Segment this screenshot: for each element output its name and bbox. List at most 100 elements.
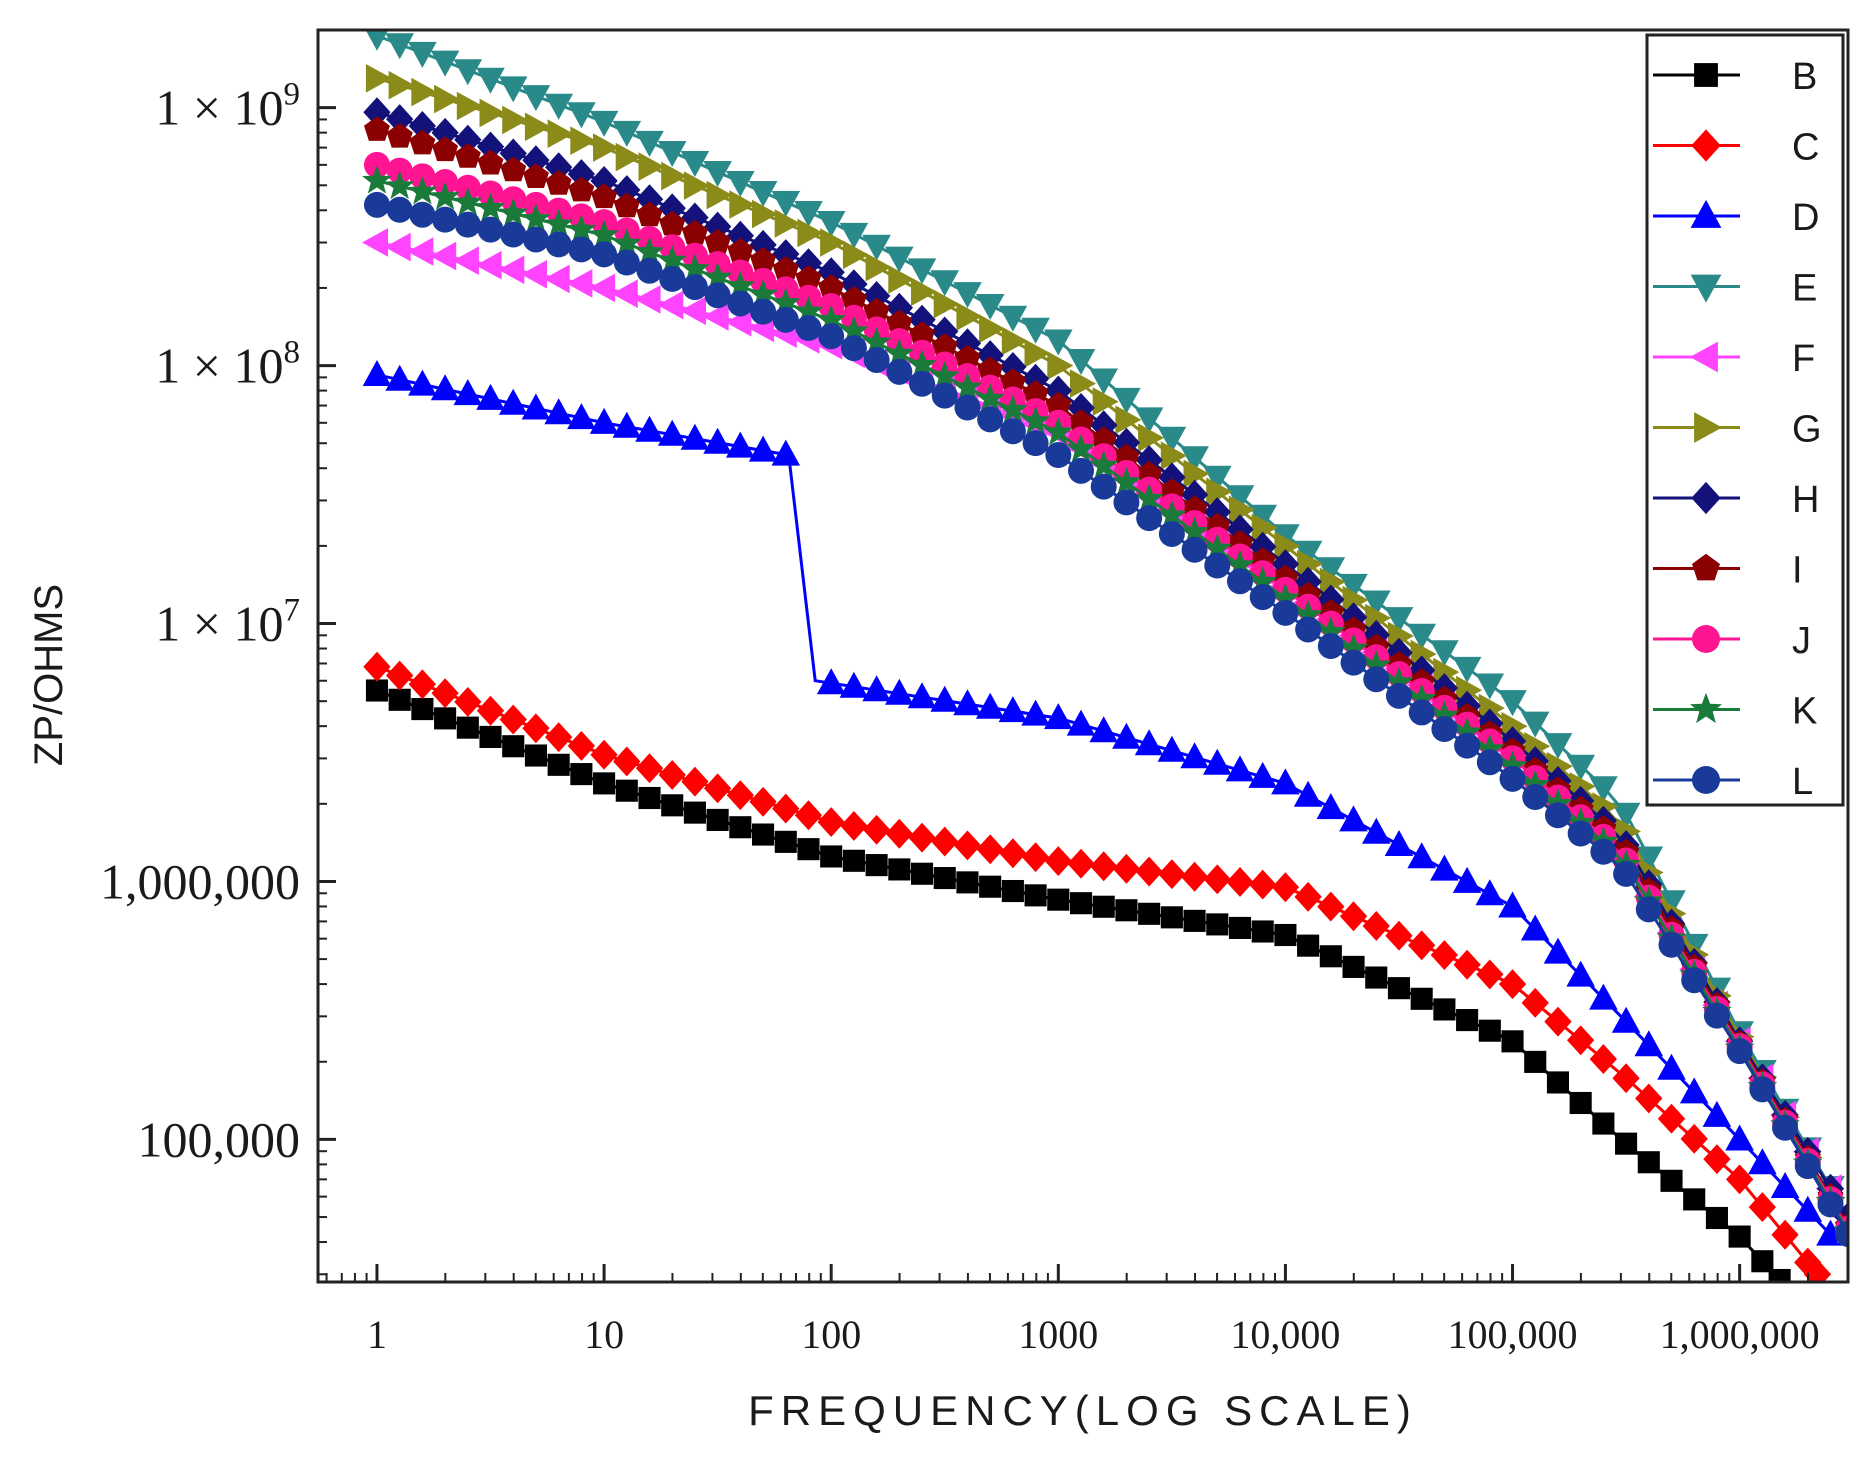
data-point — [593, 133, 619, 162]
data-point — [1338, 633, 1369, 662]
data-point — [862, 675, 891, 702]
data-point — [567, 403, 596, 430]
data-point — [975, 692, 1005, 719]
data-point — [1070, 369, 1096, 398]
data-point — [1452, 717, 1482, 746]
data-point — [818, 274, 845, 299]
series-E — [365, 30, 1848, 1232]
data-point — [1089, 716, 1118, 743]
data-point — [1248, 504, 1277, 531]
data-point — [1228, 916, 1252, 939]
x-axis-title: FREQUENCY(LOG SCALE) — [748, 1387, 1418, 1434]
data-point — [453, 187, 483, 216]
data-point — [657, 419, 687, 446]
data-point — [475, 192, 506, 221]
data-point — [635, 130, 664, 157]
data-point — [523, 163, 549, 188]
data-point — [568, 176, 595, 202]
data-point — [1247, 566, 1278, 595]
data-point — [681, 219, 708, 245]
data-point — [522, 713, 550, 744]
data-point — [524, 112, 551, 142]
data-point — [1384, 830, 1414, 856]
data-point — [612, 228, 642, 257]
data-point — [977, 406, 1004, 433]
data-point — [657, 245, 687, 274]
legend-item-G: G — [1653, 409, 1822, 451]
data-point — [364, 116, 390, 141]
data-point — [1683, 1188, 1706, 1211]
data-point — [635, 753, 664, 784]
data-point — [524, 744, 547, 767]
data-point — [1705, 1206, 1728, 1230]
data-point — [748, 279, 778, 308]
data-point — [1271, 768, 1300, 795]
data-point — [1726, 1038, 1753, 1065]
data-point — [1134, 407, 1164, 434]
data-point — [999, 418, 1026, 445]
data-point — [476, 131, 505, 162]
data-point — [911, 277, 937, 306]
legend-marker — [1691, 481, 1721, 515]
data-point — [411, 698, 434, 721]
data-point — [885, 818, 913, 849]
data-point — [1498, 690, 1527, 717]
legend-marker — [1694, 412, 1723, 443]
data-point — [772, 306, 799, 333]
data-point — [1249, 869, 1277, 900]
data-point — [407, 176, 438, 205]
data-point — [1204, 552, 1231, 579]
data-point — [545, 722, 573, 753]
data-point — [1362, 590, 1391, 617]
data-point — [772, 793, 800, 824]
legend-label: H — [1792, 479, 1819, 521]
data-point — [863, 346, 890, 373]
data-point — [1316, 793, 1346, 820]
data-point — [1047, 351, 1074, 380]
data-point — [613, 746, 641, 777]
data-point — [749, 786, 777, 817]
data-point — [998, 305, 1028, 332]
data-point — [386, 122, 413, 148]
data-point — [1498, 969, 1527, 1000]
series-D — [362, 360, 1845, 1246]
data-point — [748, 181, 778, 207]
data-point — [1771, 1219, 1799, 1250]
data-point — [1543, 733, 1573, 760]
data-point — [704, 773, 732, 804]
data-point — [1566, 960, 1595, 987]
data-point — [407, 237, 434, 266]
legend-item-I: I — [1653, 550, 1803, 592]
data-point — [1157, 499, 1187, 529]
data-point — [1342, 585, 1369, 615]
data-point — [498, 197, 529, 227]
data-point — [1180, 742, 1209, 769]
data-point — [1657, 1053, 1686, 1080]
legend-item-H: H — [1653, 479, 1819, 521]
data-point — [1021, 842, 1050, 873]
data-point — [363, 151, 390, 178]
data-point — [1115, 405, 1142, 434]
x-tick-label: 10,000 — [1230, 1312, 1340, 1357]
data-point — [842, 240, 869, 270]
data-point — [661, 794, 684, 817]
data-point — [1385, 682, 1412, 709]
data-point — [818, 323, 845, 350]
data-point — [1476, 749, 1503, 776]
data-point — [452, 246, 479, 275]
x-tick-label: 1,000,000 — [1660, 1312, 1820, 1357]
data-point — [1202, 533, 1233, 562]
data-point — [954, 344, 981, 370]
data-point — [454, 211, 481, 238]
data-point — [661, 161, 688, 191]
data-point — [1544, 802, 1571, 829]
data-point — [817, 807, 845, 837]
data-point — [1660, 1169, 1683, 1192]
data-point — [545, 231, 572, 258]
data-point — [430, 50, 460, 77]
legend-label: D — [1792, 197, 1819, 239]
data-point — [704, 282, 731, 309]
data-point — [636, 201, 663, 227]
data-point — [1293, 599, 1323, 628]
data-point — [1316, 616, 1346, 645]
